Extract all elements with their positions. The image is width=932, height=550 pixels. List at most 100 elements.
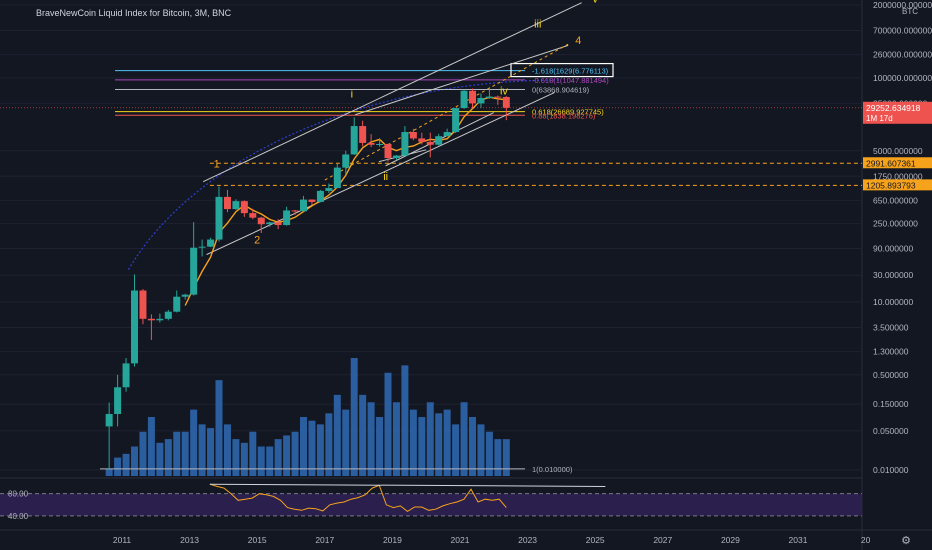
y-tick-label: 260000.000000 — [873, 50, 932, 60]
candle-body — [283, 210, 291, 226]
y-axis-unit: BTC — [902, 7, 918, 16]
candle-body — [266, 222, 274, 225]
price-tag — [863, 179, 932, 191]
gear-icon: ⚙ — [901, 535, 911, 547]
wave-label: i — [351, 88, 353, 100]
volume-bar — [308, 420, 316, 476]
candle-body — [207, 239, 215, 247]
volume-bar — [232, 439, 240, 476]
volume-bar — [207, 428, 215, 476]
wave-label: v — [592, 0, 598, 6]
level-label: 1(0.010000) — [532, 465, 573, 474]
volume-bar — [283, 435, 291, 476]
candle-body — [181, 294, 189, 297]
volume-bar — [223, 424, 231, 476]
x-tick-label: 2011 — [113, 535, 132, 545]
price-tag — [863, 157, 932, 169]
volume-bar — [460, 402, 468, 476]
y-tick-label: 0.150000 — [873, 399, 909, 409]
volume-bar — [249, 431, 257, 476]
y-tick-label: 90.000000 — [873, 243, 913, 253]
level-label: 0(63868.904619) — [532, 86, 590, 95]
volume-bar — [215, 380, 223, 476]
volume-bars — [105, 358, 510, 476]
volume-bar — [274, 439, 282, 476]
candle-body — [215, 196, 223, 240]
rsi-band — [0, 493, 862, 516]
candle-body — [173, 296, 181, 312]
candle-body — [164, 311, 172, 319]
channel-upper — [202, 2, 582, 183]
y-tick-label: 700000.000000 — [873, 26, 932, 36]
candle-body — [190, 247, 198, 295]
price-tag — [863, 101, 932, 124]
candles — [105, 86, 510, 470]
volume-bar — [359, 394, 367, 476]
y-tick-label: 2000000.000000 — [873, 0, 932, 10]
volume-bar — [469, 417, 477, 476]
x-tick-label: 2031 — [789, 535, 808, 545]
y-tick-label: 0.050000 — [873, 426, 909, 436]
rsi-trendline — [209, 483, 606, 487]
candle-body — [502, 97, 510, 108]
level-label: -1.618(1629(6.776113) — [532, 67, 609, 76]
candle-body — [469, 90, 477, 104]
volume-bar — [291, 431, 299, 476]
candle-body — [409, 132, 417, 139]
volume-bar — [105, 468, 113, 476]
candle-body — [139, 290, 147, 319]
rsi-line — [209, 483, 507, 513]
candle-body — [443, 132, 451, 137]
x-tick-label: 2017 — [315, 535, 334, 545]
candle-body — [477, 97, 485, 104]
volume-bar — [325, 413, 333, 476]
x-tick-label: 2019 — [383, 535, 402, 545]
candle-body — [198, 246, 206, 248]
volume-bar — [435, 413, 443, 476]
candle-body — [232, 201, 240, 210]
y-tick-label: 10.000000 — [873, 297, 913, 307]
y-tick-label: 3.500000 — [873, 322, 909, 332]
ma-line — [184, 96, 507, 306]
blue-arc-overlay — [127, 79, 561, 270]
x-tick-label: 20 — [861, 535, 871, 545]
candle-body — [460, 90, 468, 108]
volume-bar — [114, 457, 122, 476]
wave-labels: 12iiiiiiiv4v — [214, 0, 599, 247]
candle-body — [300, 199, 308, 212]
inner-upper — [355, 44, 569, 116]
level-label: 0.618(26689.927745) — [532, 108, 604, 117]
y-tick-label: 0.500000 — [873, 370, 909, 380]
volume-bar — [384, 372, 392, 476]
arc-line — [127, 79, 561, 270]
candle-body — [105, 413, 113, 427]
candle-body — [452, 107, 460, 133]
dashed-channel — [324, 43, 569, 181]
volume-bar — [257, 446, 265, 476]
volume-bar — [131, 446, 139, 476]
volume-bar — [240, 442, 248, 476]
x-axis: 2011 2013 2015 2017 2019 2021 2023 2025 2027 2029… — [113, 535, 911, 547]
y-tick-label: 5000.000000 — [873, 146, 923, 156]
candle-body — [359, 126, 367, 143]
candle-body — [401, 132, 409, 156]
channel-lower — [206, 91, 555, 256]
y-tick-label: 100000.000000 — [873, 73, 932, 83]
x-tick-label: 2015 — [248, 535, 267, 545]
volume-bar — [156, 442, 164, 476]
candle-body — [384, 144, 392, 159]
price-tag-sublabel: 1M 17d — [866, 114, 893, 123]
candle-body — [367, 142, 375, 145]
inner-small — [378, 149, 427, 163]
candle-body — [392, 155, 400, 159]
candle-body — [122, 363, 130, 388]
candle-body — [325, 188, 333, 191]
volume-bar — [122, 453, 130, 476]
volume-bar — [164, 439, 172, 476]
candle-body — [485, 96, 493, 98]
candle-body — [350, 126, 358, 155]
candle-body — [376, 144, 384, 146]
price-tag-label: 1205.893793 — [866, 180, 916, 190]
